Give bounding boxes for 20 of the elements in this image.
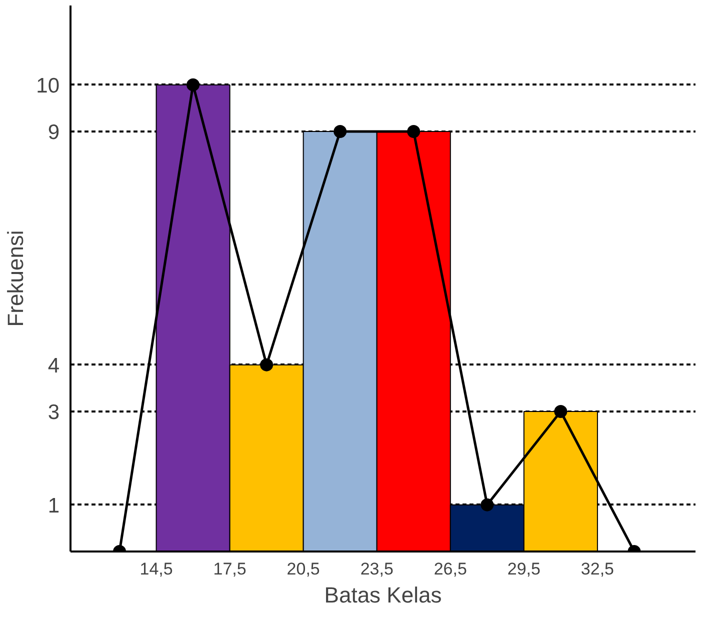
y-tick-label: 4 <box>48 354 60 378</box>
x-axis-title: Batas Kelas <box>324 582 442 608</box>
y-tick-label: 10 <box>36 74 60 98</box>
x-tick-label: 26,5 <box>434 560 467 578</box>
point <box>407 125 420 138</box>
x-tick-label: 17,5 <box>213 560 246 578</box>
y-tick-label: 9 <box>48 121 60 144</box>
point <box>480 498 494 512</box>
x-tick-label: 20,5 <box>286 560 320 578</box>
point <box>554 405 568 418</box>
point <box>334 125 347 138</box>
x-tick-label: 14,5 <box>140 560 173 578</box>
x-tick-label: 32,5 <box>580 560 614 578</box>
x-tick-label: 23,5 <box>360 560 394 578</box>
y-tick-label: 3 <box>48 401 60 424</box>
point <box>260 358 274 372</box>
x-tick-label: 29,5 <box>507 560 540 578</box>
y-tick-label: 1 <box>48 494 60 518</box>
point <box>186 78 200 92</box>
y-axis-title: Frekuensi <box>3 230 28 327</box>
